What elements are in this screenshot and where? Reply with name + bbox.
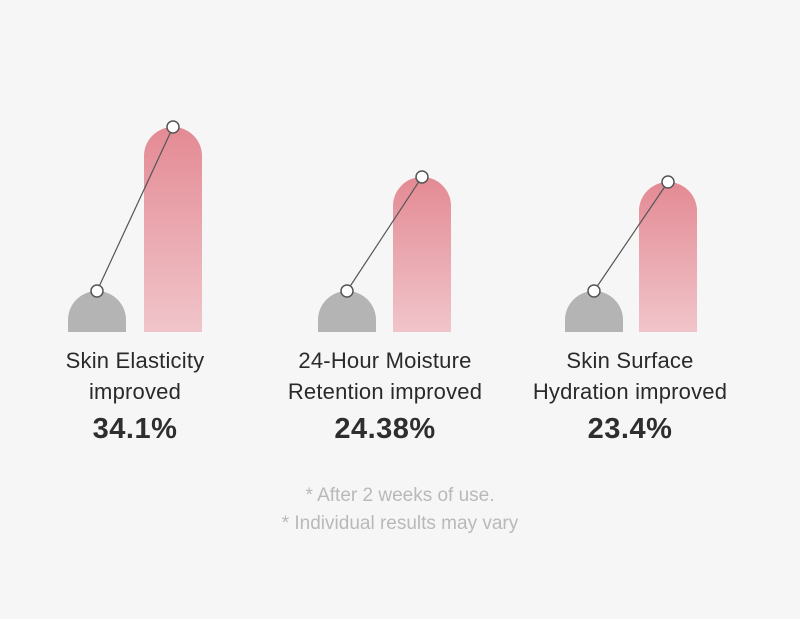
connector-line: [593, 181, 669, 292]
metric-label-line1: Skin Elasticity: [65, 348, 205, 373]
improved-point: [415, 170, 429, 184]
footnote-2: * Individual results may vary: [281, 513, 519, 534]
metric-surface-hydration: Skin Surface Hydration improved 23.4%: [510, 345, 750, 446]
connector-line: [96, 126, 174, 292]
metric-value: 24.38%: [334, 413, 436, 445]
metric-label-line2: Hydration improved: [532, 379, 728, 404]
improved-bar: [144, 127, 202, 332]
baseline-bar: [565, 291, 623, 332]
footnotes: * After 2 weeks of use. * Individual res…: [0, 482, 800, 538]
footnote-1: * After 2 weeks of use.: [305, 485, 495, 506]
metric-value: 23.4%: [587, 413, 673, 445]
baseline-point: [340, 284, 354, 298]
baseline-bar: [68, 291, 126, 332]
metric-label-line2: improved: [88, 379, 182, 404]
metric-moisture-retention: 24-Hour Moisture Retention improved 24.3…: [265, 345, 505, 446]
improved-point: [166, 120, 180, 134]
metric-label-line1: Skin Surface: [566, 348, 694, 373]
baseline-bar: [318, 291, 376, 332]
improved-bar: [393, 176, 451, 332]
metric-label-line2: Retention improved: [287, 379, 483, 404]
baseline-point: [90, 284, 104, 298]
improved-point: [661, 175, 675, 189]
metric-label-line1: 24-Hour Moisture: [298, 348, 472, 373]
connector-line: [346, 176, 423, 292]
improved-bar: [639, 182, 697, 332]
baseline-point: [587, 284, 601, 298]
metric-value: 34.1%: [92, 413, 178, 445]
metric-skin-elasticity: Skin Elasticity improved 34.1%: [15, 345, 255, 446]
